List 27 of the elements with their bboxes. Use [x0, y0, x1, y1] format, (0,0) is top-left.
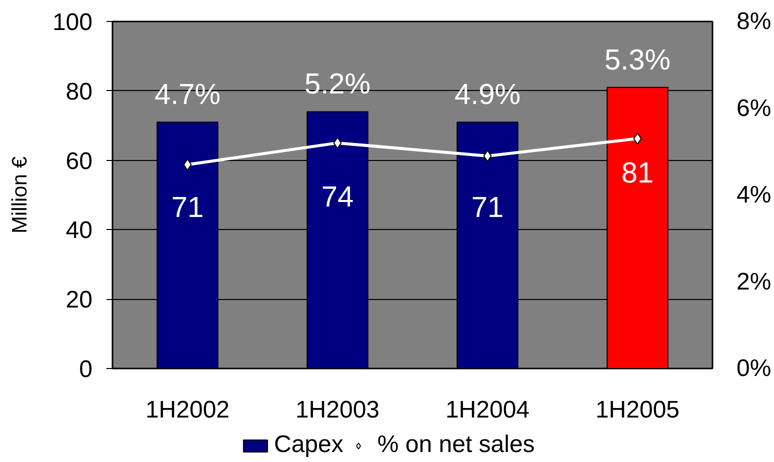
x-tick-label: 1H2003 — [295, 396, 380, 424]
legend-label: % on net sales — [377, 431, 535, 459]
y-tick-label: 20 — [66, 286, 93, 314]
y2-tick-label: 4% — [736, 182, 772, 208]
point — [183, 158, 192, 171]
y-tick-label: 40 — [66, 217, 93, 244]
y2-tick-label: 6% — [736, 94, 772, 122]
data-label: 71 — [171, 192, 204, 224]
y-tick-label: 80 — [66, 78, 93, 106]
legend-label: Capex — [274, 431, 344, 459]
data-label: 74 — [321, 182, 354, 214]
data-label: 5.3% — [604, 44, 671, 76]
point — [333, 136, 342, 149]
y2-tick-label: 2% — [736, 268, 772, 296]
y2-tick-label: 8% — [736, 8, 772, 35]
x-tick-label: 1H2002 — [145, 396, 230, 424]
x-tick-label: 1H2005 — [595, 396, 680, 424]
data-label: 71 — [471, 192, 504, 224]
y-axis-title: Million € — [8, 156, 32, 234]
x-tick-label: 1H2004 — [445, 396, 530, 424]
y-tick-label: 60 — [66, 148, 93, 175]
point — [483, 150, 492, 162]
y2-tick-label: 0% — [736, 355, 772, 382]
data-label: 81 — [621, 157, 654, 190]
point — [633, 132, 642, 145]
y-tick-label: 100 — [52, 9, 93, 36]
y-tick-label: 0 — [79, 356, 93, 383]
